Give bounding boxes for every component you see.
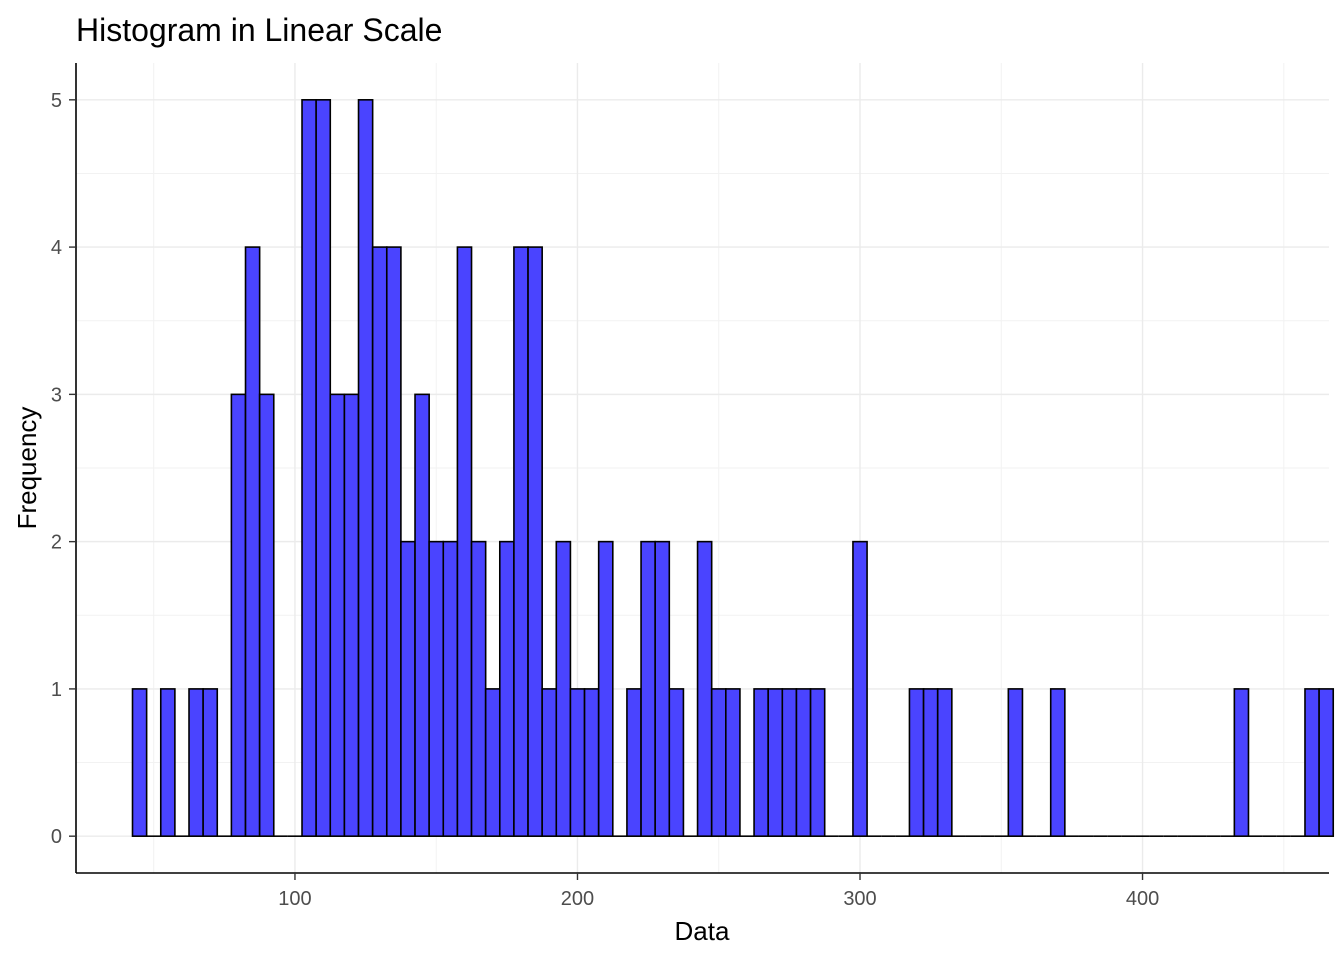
x-tick-label: 400 [1126,888,1159,910]
histogram-bar [583,688,600,837]
x-tick-label: 100 [278,888,311,910]
histogram-bar [767,688,784,837]
histogram-bar [527,246,543,837]
x-tick-label: 300 [843,888,876,910]
histogram-bar [640,540,656,837]
histogram-bar [385,246,402,837]
histogram-bar [343,393,360,837]
y-tick-label: 1 [51,679,62,701]
histogram-bar [456,246,473,837]
axes [69,63,1329,880]
histogram-bar [668,688,685,837]
histogram-bar [498,540,515,837]
histogram-bar [315,99,332,837]
histogram-bar [159,688,176,837]
histogram-bar [230,393,247,837]
histogram-bar [513,246,529,837]
histogram-bar [244,246,261,837]
y-tick-label: 0 [51,826,62,848]
histogram-bar [470,540,487,837]
histogram-bar [414,393,430,837]
histogram-bar [428,540,445,837]
y-tick-label: 5 [51,90,62,112]
x-tick-label: 200 [561,888,594,910]
histogram-bar [188,688,204,837]
histogram-bar [936,688,953,837]
histogram-bar [541,688,558,837]
y-tick-label: 4 [51,237,62,259]
histogram-bar [1304,688,1320,837]
x-axis-title: Data [675,916,730,946]
histogram-bar [442,540,459,837]
histogram-bar [597,540,614,837]
bars [131,99,1335,837]
histogram-bar [555,540,572,837]
histogram-bar [710,688,727,837]
histogram-bar [1318,688,1335,837]
histogram-bar [809,688,826,837]
histogram-bar [696,540,713,837]
histogram-bar [1007,688,1024,837]
y-tick-label: 2 [51,532,62,554]
histogram-bar [753,688,769,837]
y-tick-label: 3 [51,384,62,406]
histogram-bar [1049,688,1066,837]
histogram-bar [852,540,868,837]
tick-labels: 100 200 300 400 0 1 2 3 4 5 [51,90,1159,910]
histogram-bar [654,540,671,837]
histogram-bar [781,688,798,837]
histogram-bar [371,246,388,837]
histogram-bar [357,99,374,837]
y-axis-title: Frequency [12,407,42,530]
histogram-bar [1233,688,1250,837]
histogram-bar [329,393,346,837]
chart-title: Histogram in Linear Scale [76,12,442,48]
histogram-bar [202,688,219,837]
histogram-bar [725,688,741,837]
histogram-bar [795,688,812,837]
histogram-bar [626,688,642,837]
histogram-bar [301,99,317,837]
histogram-bar [484,688,501,837]
histogram-bar [569,688,586,837]
histogram-bar [908,688,925,837]
histogram-bar [400,540,416,837]
histogram-bar [131,688,148,837]
histogram-bar [258,393,275,837]
histogram-bar [922,688,939,837]
